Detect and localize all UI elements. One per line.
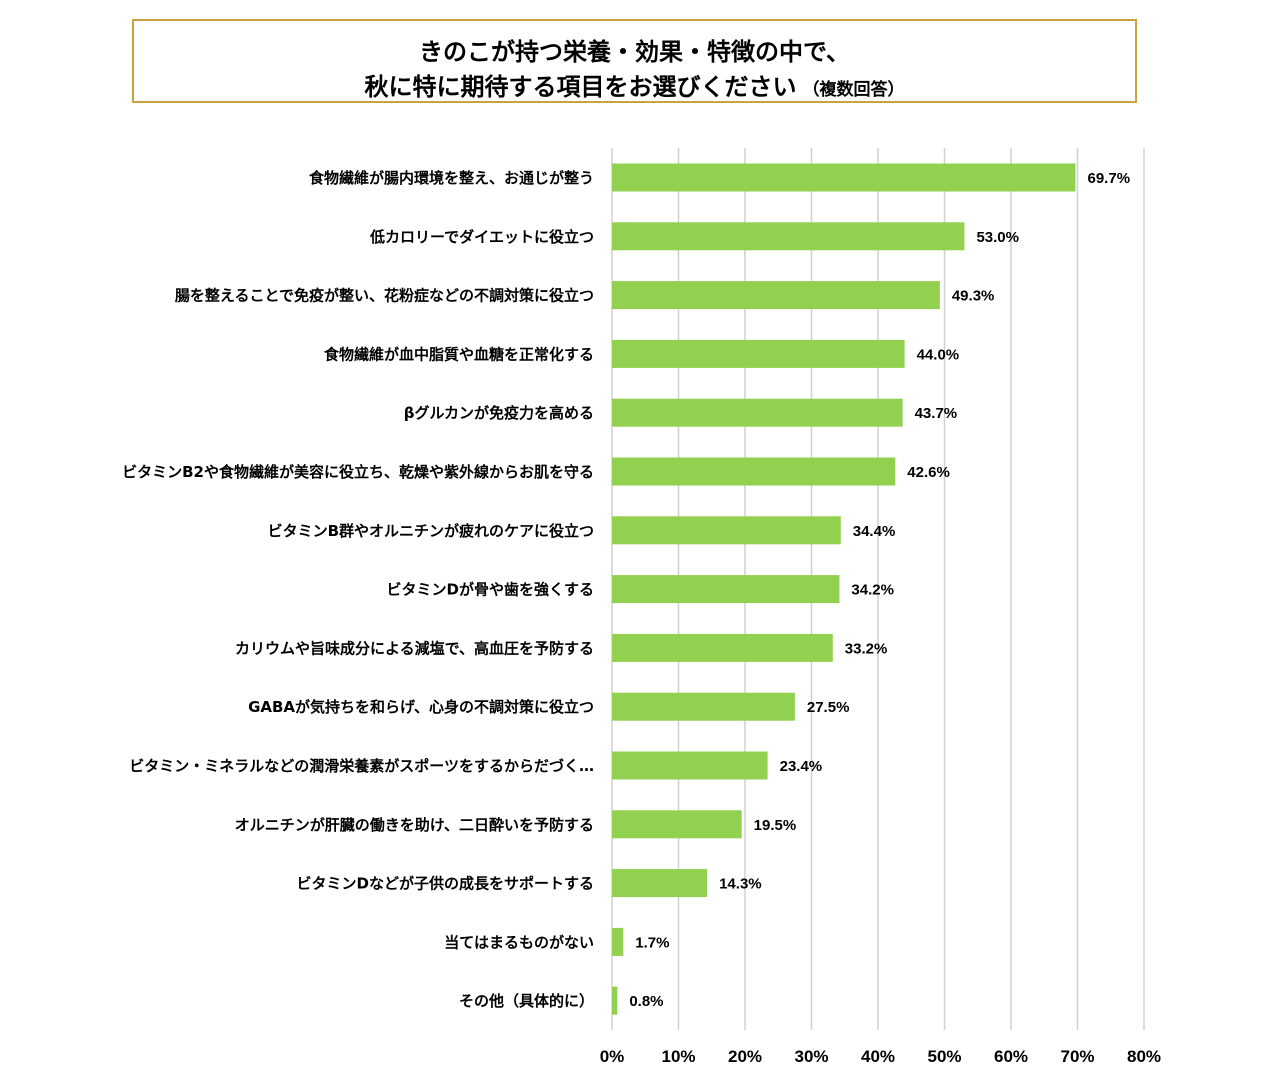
- bar: [612, 281, 940, 310]
- category-label: オルニチンが肝臓の働きを助け、二日酔いを予防する: [235, 816, 594, 834]
- bars: [612, 163, 1076, 1015]
- chart-title-line2: 秋に特に期待する項目をお選びください （複数回答）: [134, 67, 1135, 102]
- category-label: ビタミンB2や食物繊維が美容に役立ち、乾燥や紫外線からお肌を守る: [122, 463, 594, 481]
- value-label: 34.2%: [851, 582, 894, 599]
- bar: [612, 810, 742, 839]
- value-label: 44.0%: [917, 346, 960, 363]
- category-label: 腸を整えることで免疫が整い、花粉症などの不調対策に役立つ: [175, 287, 594, 305]
- bar: [612, 927, 624, 956]
- category-label: 食物繊維が血中脂質や血糖を正常化する: [324, 345, 594, 363]
- x-tick-label: 20%: [728, 1047, 762, 1066]
- chart-title-note: （複数回答）: [802, 80, 905, 100]
- value-label: 19.5%: [754, 817, 797, 834]
- bar: [612, 751, 768, 780]
- bar: [612, 163, 1076, 192]
- value-label: 34.4%: [853, 523, 896, 540]
- category-label: カリウムや旨味成分による減塩で、高血圧を予防する: [235, 639, 594, 657]
- bar: [612, 633, 833, 662]
- value-label: 14.3%: [719, 876, 762, 893]
- value-label: 43.7%: [915, 405, 958, 422]
- value-label: 0.8%: [629, 993, 663, 1010]
- x-tick-label: 10%: [661, 1047, 695, 1066]
- category-label: ビタミン・ミネラルなどの潤滑栄養素がスポーツをするからだづく…: [129, 757, 594, 775]
- bar: [612, 457, 896, 486]
- bar: [612, 575, 840, 604]
- bar: [612, 398, 903, 427]
- bar: [612, 222, 965, 251]
- value-label: 42.6%: [907, 464, 950, 481]
- category-label: βグルカンが免疫力を高める: [404, 404, 594, 422]
- category-label: GABAが気持ちを和らげ、心身の不調対策に役立つ: [248, 698, 594, 716]
- value-label: 49.3%: [952, 288, 995, 305]
- bar: [612, 516, 841, 545]
- x-tick-label: 60%: [994, 1047, 1028, 1066]
- bar: [612, 692, 795, 721]
- labels: 0% 10% 20% 30% 40% 50% 60% 70% 80% 食物繊維が腸内環境を整え、お…: [122, 169, 1161, 1066]
- category-label: 低カロリーでダイエットに役立つ: [369, 228, 594, 246]
- x-tick-label: 70%: [1060, 1047, 1094, 1066]
- x-tick-label: 0%: [600, 1047, 625, 1066]
- category-label: その他（具体的に）: [459, 992, 594, 1010]
- x-tick-label: 50%: [927, 1047, 961, 1066]
- category-label: 当てはまるものがない: [444, 933, 594, 951]
- x-tick-label: 30%: [794, 1047, 828, 1066]
- category-label: 食物繊維が腸内環境を整え、お通じが整う: [309, 169, 594, 187]
- chart-title-line1: きのこが持つ栄養・効果・特徴の中で、: [418, 38, 851, 66]
- value-label: 53.0%: [976, 229, 1019, 246]
- bar: [612, 986, 618, 1015]
- value-label: 1.7%: [635, 934, 669, 951]
- category-label: ビタミンB群やオルニチンが疲れのケアに役立つ: [268, 522, 594, 540]
- value-label: 69.7%: [1088, 170, 1131, 187]
- x-tick-label: 80%: [1127, 1047, 1161, 1066]
- bar: [612, 339, 905, 368]
- x-tick-label: 40%: [861, 1047, 895, 1066]
- value-label: 33.2%: [845, 640, 888, 657]
- chart-title-box: きのこが持つ栄養・効果・特徴の中で、 秋に特に期待する項目をお選びください （複数…: [132, 19, 1137, 103]
- category-label: ビタミンDなどが子供の成長をサポートする: [297, 875, 594, 893]
- chart-title-line2-main: 秋に特に期待する項目をお選びください: [364, 73, 797, 101]
- value-label: 27.5%: [807, 699, 850, 716]
- category-label: ビタミンDが骨や歯を強くする: [387, 581, 594, 599]
- value-label: 23.4%: [780, 758, 823, 775]
- bar: [612, 869, 708, 898]
